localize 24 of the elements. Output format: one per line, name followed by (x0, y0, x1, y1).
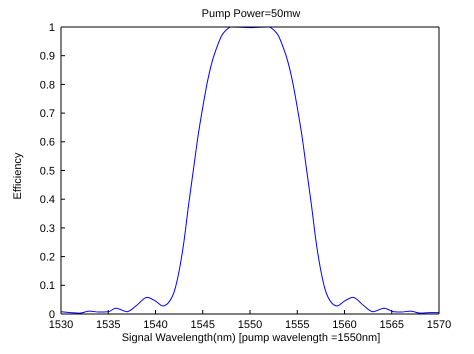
y-tick-label: 1 (48, 22, 55, 34)
x-tick-label: 1555 (285, 318, 310, 331)
x-tick-label: 1545 (190, 318, 215, 331)
x-tick-label: 1540 (143, 318, 168, 331)
x-tick-label: 1535 (96, 318, 120, 331)
y-axis-title: Efficiency (12, 152, 24, 200)
x-tick-label: 1560 (332, 318, 357, 331)
x-tick-label: 1550 (238, 318, 262, 331)
x-tick-label: 1530 (48, 318, 74, 331)
y-tick-label: 0.8 (40, 79, 55, 92)
y-tick-label: 0.1 (40, 280, 55, 292)
y-tick-label: 0.9 (40, 50, 55, 63)
y-tick-label: 0.7 (40, 108, 55, 120)
y-tick-label: 0.6 (40, 136, 55, 149)
y-tick-label: 0.2 (40, 252, 55, 264)
y-tick-label: 0.4 (40, 194, 55, 206)
line-series (61, 27, 439, 314)
y-tick-label: 0.3 (40, 222, 55, 235)
y-tick-label: 0 (48, 308, 55, 321)
x-axis-title: Signal Wavelength(nm) [pump wavelength =1550nm] (120, 332, 382, 344)
x-tick-label: 1570 (426, 318, 452, 331)
chart-title: Pump Power=50mw (200, 8, 302, 20)
x-tick-label: 1565 (380, 318, 404, 331)
y-tick-label: 0.5 (40, 165, 55, 178)
